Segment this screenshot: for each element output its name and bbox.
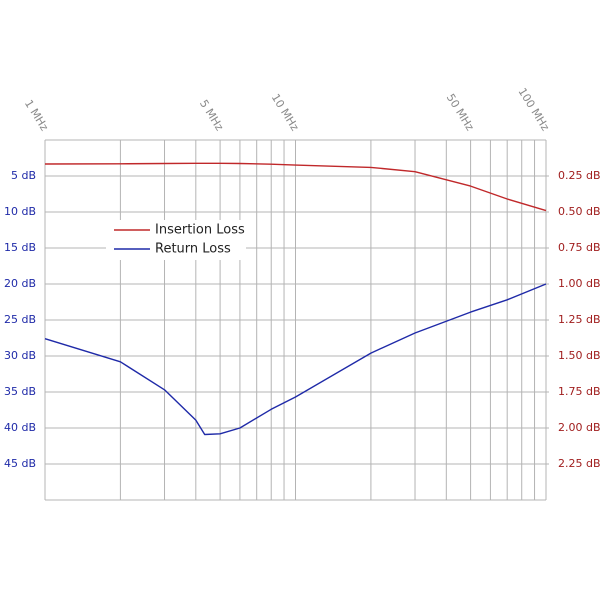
y2-tick-label: 2.00 dB — [558, 421, 600, 434]
y-tick-label: 10 dB — [4, 205, 36, 218]
legend-box — [106, 220, 246, 260]
y-tick-label: 45 dB — [4, 457, 36, 470]
y2-tick-label: 0.75 dB — [558, 241, 600, 254]
legend-label: Return Loss — [155, 242, 231, 257]
y2-tick-label: 1.75 dB — [558, 385, 600, 398]
y2-tick-label: 1.00 dB — [558, 277, 600, 290]
legend-label: Insertion Loss — [155, 223, 245, 238]
series-line — [44, 283, 547, 436]
y-tick-label: 5 dB — [11, 169, 36, 182]
y-tick-label: 20 dB — [4, 277, 36, 290]
y2-tick-label: 2.25 dB — [558, 457, 600, 470]
y-tick-label: 15 dB — [4, 241, 36, 254]
y-tick-label: 40 dB — [4, 421, 36, 434]
y-tick-label: 30 dB — [4, 349, 36, 362]
y-tick-label: 35 dB — [4, 385, 36, 398]
series-line — [44, 162, 547, 212]
y-tick-label: 25 dB — [4, 313, 36, 326]
y2-tick-label: 0.50 dB — [558, 205, 600, 218]
y2-tick-label: 1.50 dB — [558, 349, 600, 362]
y2-tick-label: 0.25 dB — [558, 169, 600, 182]
y2-tick-label: 1.25 dB — [558, 313, 600, 326]
